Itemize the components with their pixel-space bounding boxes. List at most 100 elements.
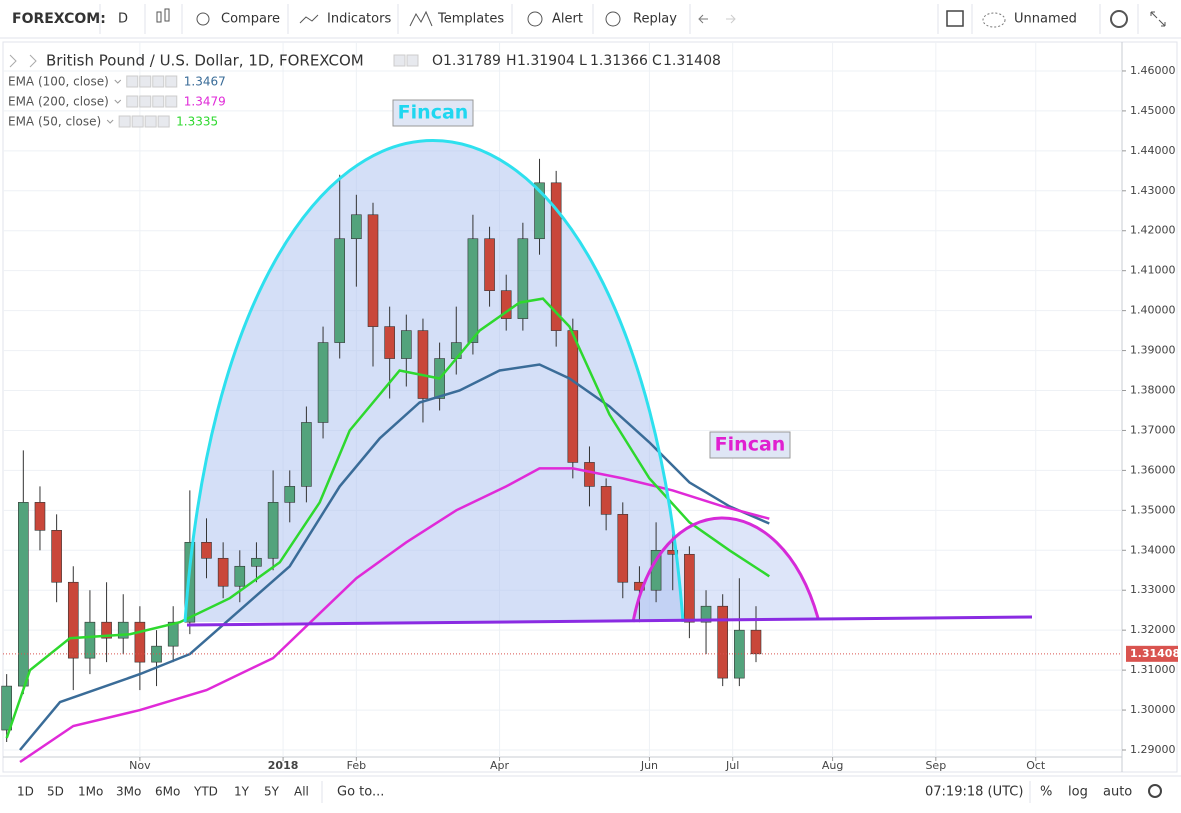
templates-icon[interactable] [409, 10, 433, 27]
last-price-label: 1.31408 [1130, 647, 1180, 660]
y-tick-label: 1.31000 [1130, 663, 1176, 676]
candle-body [34, 502, 46, 531]
cup-arc-small [631, 516, 820, 623]
range-button[interactable]: 1D [17, 785, 34, 799]
axis-option[interactable]: log [1068, 785, 1088, 800]
goto-button[interactable]: Go to... [337, 785, 384, 800]
legend-value: 1.3335 [176, 115, 218, 129]
y-tick-label: 1.41000 [1130, 264, 1176, 277]
replay-icon[interactable] [605, 11, 621, 27]
legend-control[interactable] [165, 95, 178, 108]
annotation-box [392, 99, 474, 127]
legend-control[interactable] [139, 95, 152, 108]
compare-icon[interactable] [196, 12, 210, 26]
plot [1, 158, 770, 764]
range-button[interactable]: All [294, 785, 309, 799]
symbol-title: British Pound / U.S. Dollar, 1D, FOREXCO… [46, 52, 364, 70]
legend-control[interactable] [139, 75, 152, 88]
compare-button[interactable]: Compare [221, 12, 280, 27]
redo-icon[interactable] [726, 14, 736, 24]
candle-body [584, 462, 595, 487]
range-button[interactable]: 3Mo [116, 785, 141, 799]
candle-body [384, 326, 395, 359]
candle-body [317, 342, 329, 423]
cloud-icon[interactable] [982, 12, 1006, 28]
legend-control[interactable] [126, 75, 139, 88]
symbol[interactable]: FOREXCOM: [12, 11, 106, 27]
legend-control[interactable] [152, 75, 165, 88]
range-button[interactable]: 1Mo [78, 785, 103, 799]
range-button[interactable]: YTD [193, 785, 218, 799]
alert-button[interactable]: Alert [552, 12, 583, 27]
legend-caret [106, 119, 114, 124]
candle-body [500, 290, 512, 319]
settings-icon[interactable] [1110, 10, 1128, 28]
range-button[interactable]: 1Y [234, 785, 250, 799]
legend-control[interactable] [157, 115, 170, 128]
indicators-icon[interactable] [299, 14, 319, 24]
candle-body [600, 486, 612, 515]
candle-body [517, 238, 529, 319]
range-button[interactable]: 5D [47, 785, 64, 799]
replay-button[interactable]: Replay [633, 12, 677, 27]
layout-name[interactable]: Unnamed [1014, 12, 1077, 27]
legend-control[interactable] [126, 95, 139, 108]
alert-icon[interactable] [527, 11, 543, 27]
candle-body [67, 581, 79, 659]
x-tick-label: Nov [129, 759, 151, 772]
legend-name: EMA (200, close) [8, 95, 109, 109]
axis-settings[interactable] [1148, 784, 1162, 798]
candle-body [101, 621, 112, 639]
fullscreen-toggle[interactable] [946, 10, 964, 27]
candle-body [51, 530, 62, 583]
candle-body [484, 238, 495, 291]
collapse-icon [9, 54, 37, 68]
chart-frame [2, 41, 1178, 773]
legend-value: 1.3467 [184, 75, 226, 89]
legend-control[interactable] [393, 54, 406, 67]
last-price-box [1126, 645, 1178, 662]
candle-body [717, 605, 728, 679]
legend-control[interactable] [144, 115, 157, 128]
ohlc-key: L [579, 53, 587, 69]
cup-fill-small [633, 517, 818, 622]
templates-button[interactable]: Templates [437, 12, 504, 27]
x-tick-label: Sep [925, 759, 946, 772]
bottom-bar: Go to... 07:19:18 (UTC) 1D 5D 1Mo 3Mo 6Mo YTD… [0, 775, 1181, 803]
y-tick-label: 1.34000 [1130, 543, 1176, 556]
interval[interactable]: D [118, 12, 128, 27]
annotation-box [709, 431, 791, 459]
legend-control[interactable] [406, 54, 419, 67]
indicators-button[interactable]: Indicators [327, 12, 391, 27]
candle-body [84, 621, 96, 659]
range-button[interactable]: 6Mo [155, 785, 180, 799]
candle-body [534, 182, 545, 240]
x-tick-label: Feb [347, 759, 366, 772]
axis-option[interactable]: auto [1103, 785, 1132, 800]
legend-control[interactable] [152, 95, 165, 108]
range-button[interactable]: 5Y [264, 785, 280, 799]
axis-option[interactable]: % [1040, 785, 1052, 800]
bars-icon[interactable] [156, 8, 170, 23]
y-tick-label: 1.42000 [1130, 224, 1176, 237]
legend-control[interactable] [131, 115, 144, 128]
undo-icon[interactable] [698, 14, 708, 24]
candle-body [134, 621, 146, 663]
candle-body [367, 214, 379, 327]
candle-body [750, 629, 762, 655]
candle-body [567, 330, 579, 463]
ema-line [19, 467, 770, 764]
legend-control[interactable] [118, 115, 131, 128]
candle-body [117, 621, 129, 639]
candle-body [667, 549, 679, 555]
ohlc-value: 1.31366 [590, 53, 648, 69]
y-tick-label: 1.43000 [1130, 184, 1176, 197]
y-tick-label: 1.33000 [1130, 583, 1176, 596]
candle-body [1, 685, 12, 731]
legend-control[interactable] [165, 75, 178, 88]
expand-icon[interactable] [1150, 11, 1166, 27]
y-tick-label: 1.45000 [1130, 104, 1176, 117]
candle-body [184, 541, 196, 623]
candle-body [167, 621, 179, 647]
